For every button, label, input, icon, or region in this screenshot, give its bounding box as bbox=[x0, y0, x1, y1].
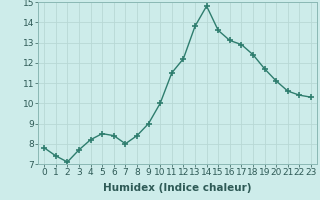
X-axis label: Humidex (Indice chaleur): Humidex (Indice chaleur) bbox=[103, 183, 252, 193]
